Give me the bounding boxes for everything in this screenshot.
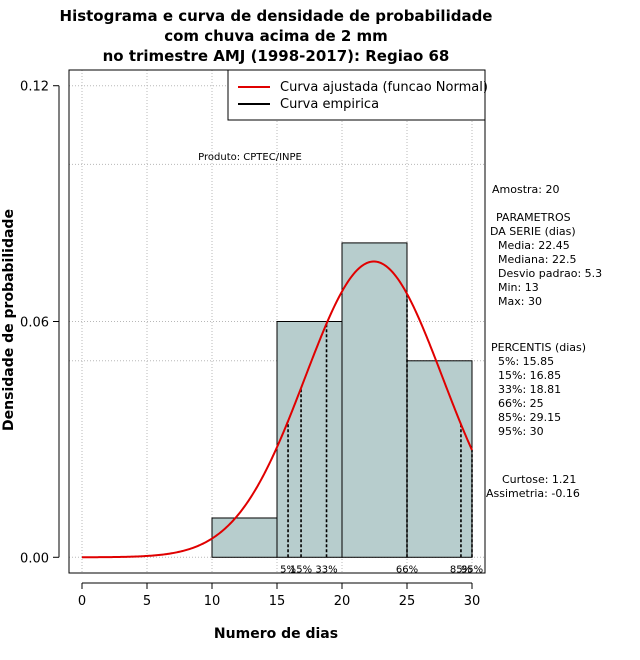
stat-max: Max: 30 xyxy=(498,295,542,308)
histogram-bar-1 xyxy=(276,321,343,558)
x-tick-label-0: 0 xyxy=(78,594,86,609)
y-tick-label-2: 0.12 xyxy=(20,80,49,95)
y-axis: 0.00 0.06 0.12 xyxy=(20,80,60,566)
stat-parametros-title-1: PARAMETROS xyxy=(496,211,571,224)
histogram-bars xyxy=(211,242,473,558)
stat-p15: 15%: 16.85 xyxy=(498,369,561,382)
stat-p95: 95%: 30 xyxy=(498,425,544,438)
chart-title-line-1: Histograma e curva de densidade de proba… xyxy=(60,7,493,25)
y-axis-title: Densidade de probabilidade xyxy=(1,209,17,431)
percentile-lines: 5%15% 33% 66% 85%95% xyxy=(280,293,483,575)
x-axis: 0 5 10 15 20 25 30 xyxy=(78,582,481,609)
histogram-bar-3 xyxy=(406,360,473,558)
stat-p33: 33%: 18.81 xyxy=(498,383,561,396)
chart-title-line-2: com chuva acima de 2 mm xyxy=(164,27,388,45)
y-tick-label-0: 0.00 xyxy=(20,551,49,566)
stat-media: Media: 22.45 xyxy=(498,239,570,252)
x-tick-label-2: 10 xyxy=(204,594,221,609)
legend-box xyxy=(227,69,486,121)
product-label: Produto: CPTEC/INPE xyxy=(198,152,302,163)
stat-desvio: Desvio padrao: 5.3 xyxy=(498,267,602,280)
percentile-label-3: 66% xyxy=(396,564,418,575)
chart-title-line-3: no trimestre AMJ (1998-2017): Regiao 68 xyxy=(103,47,450,65)
legend: Curva ajustada (funcao Normal) Curva emp… xyxy=(227,69,488,121)
stat-curtose: Curtose: 1.21 xyxy=(502,473,576,486)
y-tick-label-1: 0.06 xyxy=(20,316,49,331)
stat-p85: 85%: 29.15 xyxy=(498,411,561,424)
stat-percentis-title: PERCENTIS (dias) xyxy=(491,341,586,354)
stat-p5: 5%: 15.85 xyxy=(498,355,554,368)
stat-assimetria: Assimetria: -0.16 xyxy=(486,487,580,500)
stats-panel: Amostra: 20 PARAMETROS DA SERIE (dias) M… xyxy=(486,183,602,500)
histogram-bar-2 xyxy=(341,242,408,558)
percentile-label-0: 5% xyxy=(280,564,296,575)
percentile-label-2: 33% xyxy=(315,564,337,575)
x-tick-label-3: 15 xyxy=(269,594,286,609)
legend-label-normal: Curva ajustada (funcao Normal) xyxy=(280,80,488,95)
stat-mediana: Mediana: 22.5 xyxy=(498,253,576,266)
x-tick-label-4: 20 xyxy=(334,594,351,609)
normal-curve xyxy=(82,260,473,559)
percentile-label-1: 15% xyxy=(290,564,312,575)
x-tick-label-6: 30 xyxy=(464,594,481,609)
x-tick-label-5: 25 xyxy=(399,594,416,609)
percentile-label-5: 95% xyxy=(461,564,483,575)
histogram-bar-0 xyxy=(211,517,278,558)
percentile-label-4: 85% xyxy=(450,564,472,575)
x-tick-label-1: 5 xyxy=(143,594,151,609)
stat-p66: 66%: 25 xyxy=(498,397,544,410)
stat-parametros-title-2: DA SERIE (dias) xyxy=(490,225,576,238)
stat-amostra: Amostra: 20 xyxy=(492,183,559,196)
legend-label-empirica: Curva empirica xyxy=(280,97,379,112)
x-axis-title: Numero de dias xyxy=(214,626,338,642)
stat-min: Min: 13 xyxy=(498,281,539,294)
